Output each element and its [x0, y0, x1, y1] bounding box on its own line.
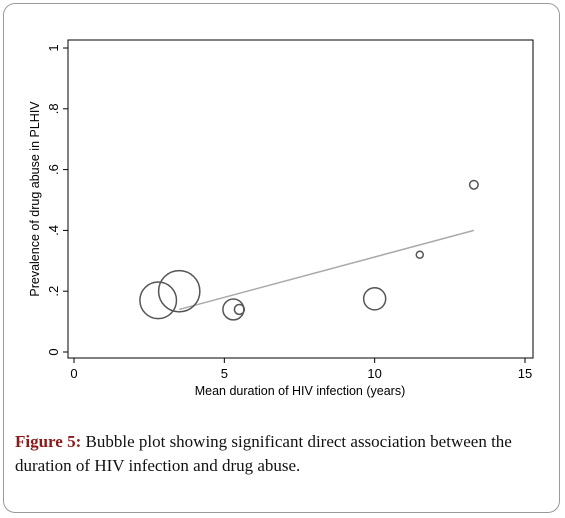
- bubble-point: [468, 179, 479, 190]
- x-tick-label: 5: [221, 366, 228, 381]
- y-tick-label: .6: [46, 164, 61, 175]
- fit-line: [179, 229, 475, 311]
- plot-area-border: [67, 39, 534, 359]
- bubble-point: [157, 269, 201, 313]
- y-tick-label: .4: [46, 225, 61, 236]
- x-tick-label: 10: [367, 366, 381, 381]
- caption-text: Bubble plot showing significant direct a…: [15, 432, 512, 475]
- bubble-point: [233, 303, 246, 316]
- y-axis-title: Prevalence of drug abuse in PLHIV: [28, 101, 42, 297]
- y-tick-label: .8: [46, 103, 61, 114]
- x-axis-title: Mean duration of HIV infection (years): [195, 384, 406, 398]
- y-tick-label: 1: [46, 44, 61, 51]
- bubble-point: [139, 281, 178, 320]
- x-tick-label: 0: [70, 366, 77, 381]
- figure-caption: Figure 5: Bubble plot showing significan…: [15, 430, 550, 478]
- y-axis: 0 .2 .4 .6 .8 1: [46, 44, 68, 356]
- x-axis: 0 5 10 15: [70, 358, 532, 381]
- bubble-layer: [139, 179, 479, 321]
- bubble-point: [222, 298, 245, 321]
- y-tick-label: 0: [46, 348, 61, 355]
- y-tick-label: .2: [46, 286, 61, 297]
- figure-frame: [3, 3, 560, 513]
- x-tick-label: 15: [518, 366, 532, 381]
- caption-label: Figure 5:: [15, 432, 82, 451]
- bubble-point: [362, 287, 387, 311]
- bubble-point: [415, 250, 425, 259]
- bubble-plot: 0 5 10 15 0 .2 .4 .6 .8 1 Mean duration of HIV i…: [28, 39, 534, 398]
- fit-line-layer: [179, 229, 475, 311]
